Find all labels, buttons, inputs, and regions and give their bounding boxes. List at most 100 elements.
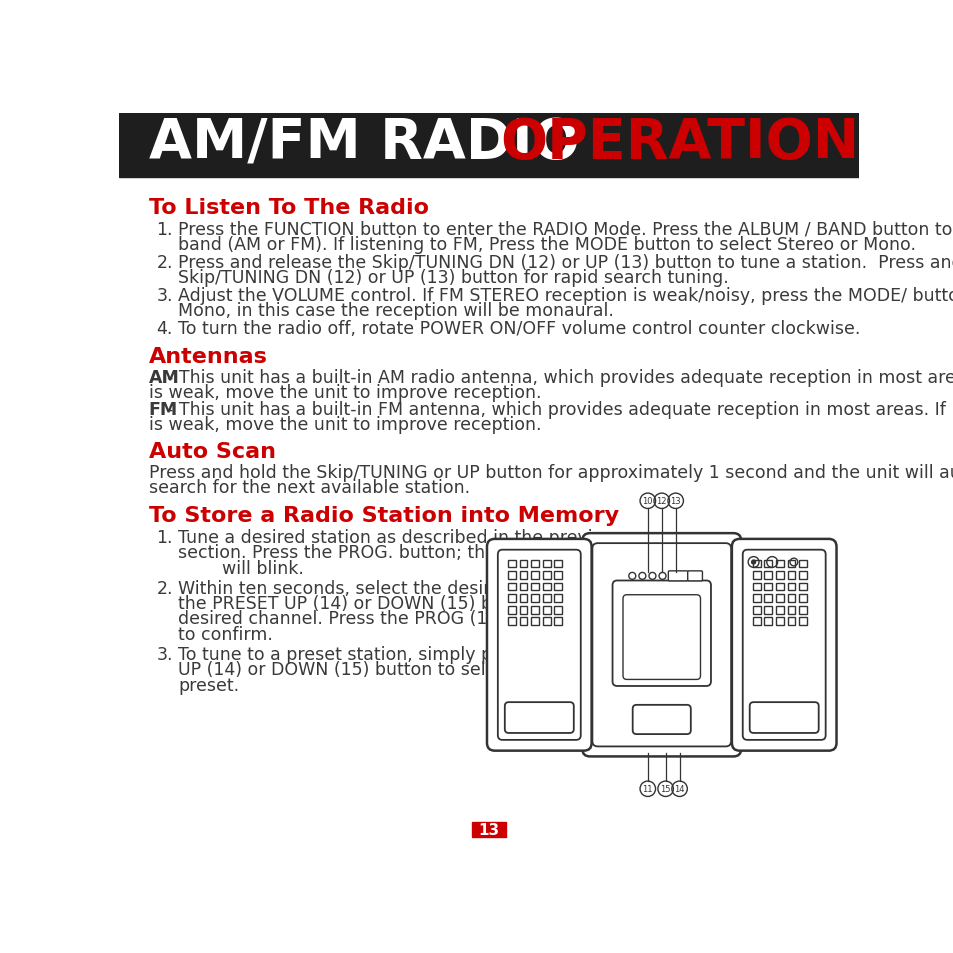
Text: 12: 12 bbox=[656, 497, 666, 506]
Text: 2.: 2. bbox=[156, 253, 172, 272]
Bar bbox=[542, 572, 550, 579]
Text: OPERATION: OPERATION bbox=[500, 116, 859, 171]
Bar bbox=[763, 560, 771, 568]
Bar bbox=[775, 618, 783, 625]
FancyBboxPatch shape bbox=[622, 595, 700, 679]
Text: Tune a desired station as described in the previous: Tune a desired station as described in t… bbox=[178, 528, 623, 546]
Bar bbox=[542, 618, 550, 625]
Text: 1.: 1. bbox=[156, 220, 172, 238]
Bar bbox=[799, 618, 806, 625]
Text: band (AM or FM). If listening to FM, Press the MODE button to select Stereo or M: band (AM or FM). If listening to FM, Pre… bbox=[178, 236, 915, 253]
Bar bbox=[507, 560, 516, 568]
Text: - This unit has a built-in AM radio antenna, which provides adequate reception i: - This unit has a built-in AM radio ante… bbox=[167, 368, 953, 386]
Bar bbox=[519, 606, 527, 614]
Bar bbox=[752, 606, 760, 614]
Bar bbox=[799, 572, 806, 579]
Bar bbox=[787, 595, 795, 602]
Text: Press the FUNCTION button to enter the RADIO Mode. Press the ALBUM / BAND button: Press the FUNCTION button to enter the R… bbox=[178, 220, 953, 238]
Text: - This unit has a built-in FM antenna, which provides adequate reception in most: - This unit has a built-in FM antenna, w… bbox=[167, 400, 953, 418]
Text: 10: 10 bbox=[642, 497, 653, 506]
Text: 2.: 2. bbox=[156, 579, 172, 597]
Text: 4.: 4. bbox=[156, 320, 172, 337]
Text: 14: 14 bbox=[674, 784, 684, 794]
Bar bbox=[542, 595, 550, 602]
Bar bbox=[554, 606, 561, 614]
Text: Press and hold the Skip/TUNING or UP button for approximately 1 second and the u: Press and hold the Skip/TUNING or UP but… bbox=[149, 463, 953, 481]
Text: Adjust the VOLUME control. If FM STEREO reception is weak/noisy, press the MODE/: Adjust the VOLUME control. If FM STEREO … bbox=[178, 287, 953, 305]
Bar bbox=[799, 560, 806, 568]
Bar bbox=[519, 618, 527, 625]
Text: to confirm.: to confirm. bbox=[178, 625, 273, 643]
Bar bbox=[507, 595, 516, 602]
Bar bbox=[519, 560, 527, 568]
FancyBboxPatch shape bbox=[581, 534, 740, 757]
Bar bbox=[554, 583, 561, 591]
Text: Within ten seconds, select the desired preset using: Within ten seconds, select the desired p… bbox=[178, 579, 625, 597]
Text: 13: 13 bbox=[670, 497, 680, 506]
Bar bbox=[763, 572, 771, 579]
Text: To Store a Radio Station into Memory: To Store a Radio Station into Memory bbox=[149, 505, 618, 525]
Bar bbox=[752, 572, 760, 579]
Bar bbox=[531, 618, 538, 625]
Text: Antennas: Antennas bbox=[149, 347, 267, 367]
Text: 3.: 3. bbox=[156, 287, 172, 305]
FancyBboxPatch shape bbox=[612, 581, 710, 686]
Bar bbox=[775, 583, 783, 591]
Text: 15: 15 bbox=[659, 784, 670, 794]
Bar bbox=[787, 583, 795, 591]
Bar bbox=[799, 583, 806, 591]
Text: the PRESET UP (14) or DOWN (15) button to set the: the PRESET UP (14) or DOWN (15) button t… bbox=[178, 595, 627, 613]
Bar bbox=[507, 618, 516, 625]
Text: AM: AM bbox=[149, 368, 179, 386]
FancyBboxPatch shape bbox=[731, 539, 836, 751]
Bar bbox=[775, 606, 783, 614]
Text: Skip/TUNING DN (12) or UP (13) button for rapid search tuning.: Skip/TUNING DN (12) or UP (13) button fo… bbox=[178, 269, 728, 287]
Bar bbox=[542, 606, 550, 614]
Text: To tune to a preset station, simply press the PRESET: To tune to a preset station, simply pres… bbox=[178, 645, 634, 663]
Circle shape bbox=[751, 560, 755, 564]
Bar bbox=[507, 583, 516, 591]
Text: AM/FM RADIO: AM/FM RADIO bbox=[149, 116, 598, 171]
Text: preset.: preset. bbox=[178, 676, 239, 694]
Bar bbox=[787, 572, 795, 579]
Bar bbox=[554, 595, 561, 602]
Text: search for the next available station.: search for the next available station. bbox=[149, 479, 469, 497]
Bar bbox=[752, 583, 760, 591]
Bar bbox=[531, 595, 538, 602]
FancyBboxPatch shape bbox=[632, 705, 690, 735]
Text: To turn the radio off, rotate POWER ON/OFF volume control counter clockwise.: To turn the radio off, rotate POWER ON/O… bbox=[178, 320, 860, 337]
Bar bbox=[554, 572, 561, 579]
Text: Mono, in this case the reception will be monaural.: Mono, in this case the reception will be… bbox=[178, 302, 614, 320]
Bar bbox=[775, 560, 783, 568]
FancyBboxPatch shape bbox=[687, 571, 701, 581]
Bar bbox=[119, 114, 858, 177]
Bar bbox=[531, 560, 538, 568]
Bar bbox=[554, 618, 561, 625]
Text: will blink.: will blink. bbox=[178, 559, 304, 577]
Bar bbox=[542, 583, 550, 591]
Text: is weak, move the unit to improve reception.: is weak, move the unit to improve recept… bbox=[149, 383, 540, 401]
FancyBboxPatch shape bbox=[504, 702, 573, 733]
Bar bbox=[507, 606, 516, 614]
FancyBboxPatch shape bbox=[486, 539, 591, 751]
Bar bbox=[763, 595, 771, 602]
Bar bbox=[531, 606, 538, 614]
Text: Press and release the Skip/TUNING DN (12) or UP (13) button to tune a station.  : Press and release the Skip/TUNING DN (12… bbox=[178, 253, 953, 272]
Text: 3.: 3. bbox=[156, 645, 172, 663]
Bar bbox=[775, 595, 783, 602]
Bar bbox=[775, 572, 783, 579]
Bar bbox=[507, 572, 516, 579]
Bar bbox=[752, 618, 760, 625]
Bar bbox=[787, 560, 795, 568]
FancyBboxPatch shape bbox=[592, 543, 730, 746]
Bar bbox=[519, 595, 527, 602]
Bar bbox=[531, 583, 538, 591]
Bar bbox=[787, 606, 795, 614]
Bar bbox=[763, 583, 771, 591]
Text: FM: FM bbox=[149, 400, 178, 418]
Bar bbox=[519, 572, 527, 579]
FancyBboxPatch shape bbox=[749, 702, 818, 733]
Text: UP (14) or DOWN (15) button to select the desired: UP (14) or DOWN (15) button to select th… bbox=[178, 660, 617, 679]
FancyBboxPatch shape bbox=[742, 550, 824, 740]
Bar bbox=[763, 618, 771, 625]
